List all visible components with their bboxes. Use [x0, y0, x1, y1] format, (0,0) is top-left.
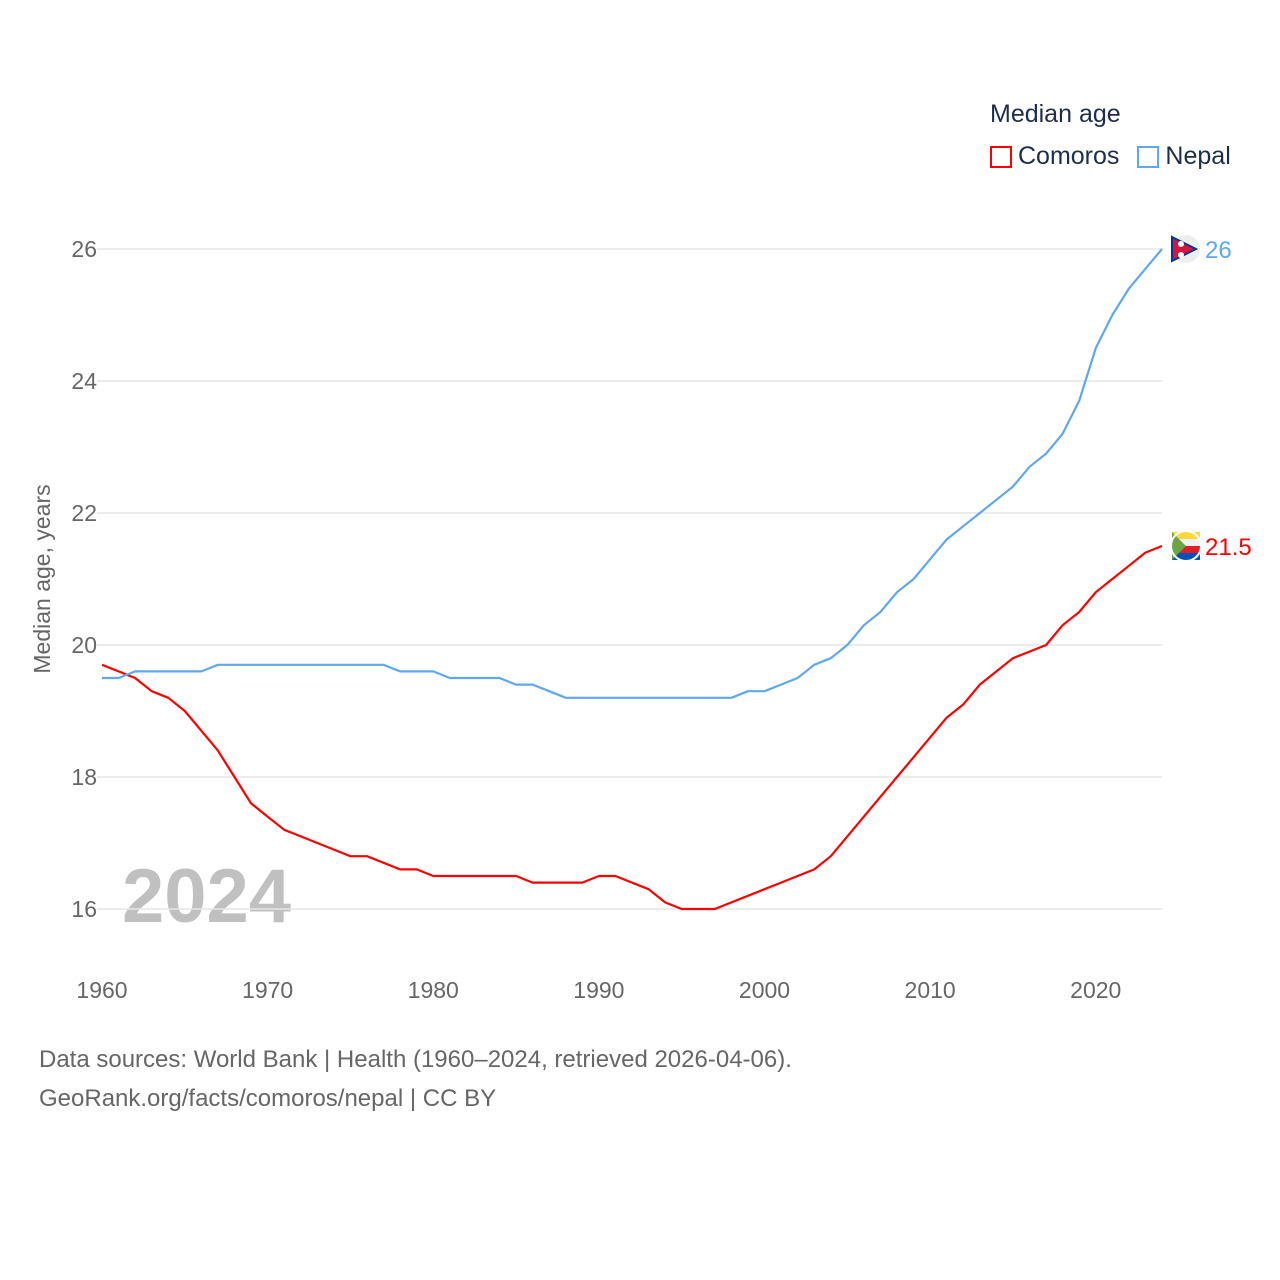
year-watermark: 2024: [122, 854, 291, 939]
comoros-flag-band: [1172, 546, 1200, 553]
comoros-flag-mask: [1170, 530, 1202, 562]
x-tick-label: 1970: [242, 977, 293, 1003]
legend-label-comoros: Comoros: [1018, 142, 1120, 170]
y-tick-label: 24: [71, 368, 97, 394]
comoros-flag-band: [1172, 532, 1200, 539]
x-tick-label: 1960: [76, 977, 127, 1003]
y-tick-label: 16: [71, 896, 97, 922]
x-tick-label: 2020: [1070, 977, 1121, 1003]
end-label-comoros: 21.5: [1205, 534, 1252, 561]
x-tick-label: 1990: [573, 977, 624, 1003]
legend-swatch-nepal: [1137, 145, 1160, 168]
series-line-comoros: [101, 544, 1163, 911]
y-tick-label: 26: [71, 236, 97, 262]
y-tick-label: 18: [71, 764, 97, 790]
y-tick-label: 20: [71, 632, 97, 658]
legend-swatch-comoros: [990, 145, 1012, 168]
legend-item-comoros[interactable]: Comoros: [990, 142, 1119, 171]
y-tick-label: 22: [71, 500, 97, 526]
comoros-flag-band: [1172, 553, 1200, 560]
x-tick-label: 1980: [408, 977, 459, 1003]
comoros-flag-triangle: [1172, 532, 1186, 560]
x-tick-label: 2000: [739, 977, 790, 1003]
source-line-2[interactable]: GeoRank.org/facts/comoros/nepal | CC BY: [39, 1085, 497, 1112]
legend-item-nepal[interactable]: Nepal: [1137, 142, 1231, 171]
legend-label-nepal: Nepal: [1165, 142, 1231, 170]
legend: Comoros Nepal: [990, 142, 1231, 171]
nepal-flag-moon: [1178, 241, 1184, 247]
y-axis-label: Median age, years: [29, 484, 55, 673]
comoros-flag-band: [1172, 539, 1200, 546]
x-tick-label: 2010: [905, 977, 956, 1003]
end-label-nepal: 26: [1205, 237, 1232, 264]
series-line-nepal: [102, 248, 1163, 699]
source-line-1: Data sources: World Bank | Health (1960–…: [39, 1046, 792, 1073]
nepal-flag-sun: [1178, 252, 1184, 258]
legend-title: Median age: [990, 100, 1121, 128]
